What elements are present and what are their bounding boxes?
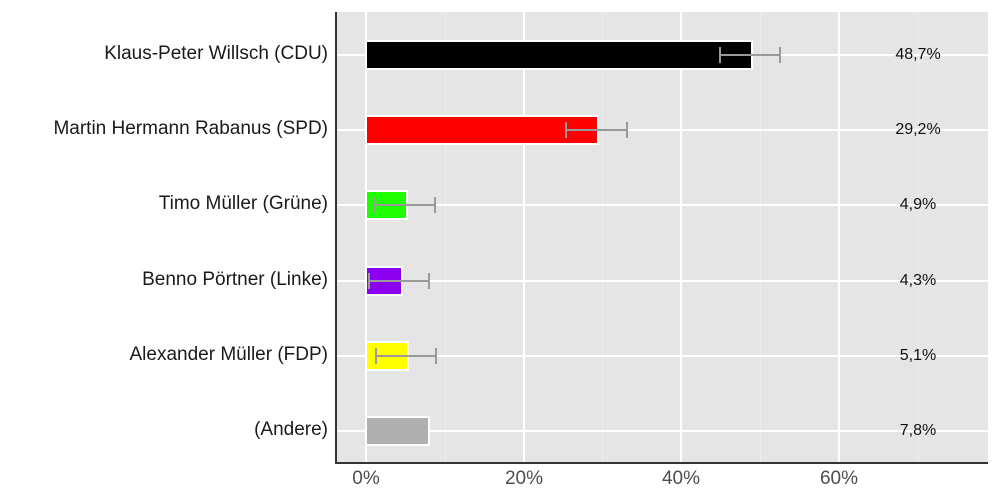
category-label: Klaus-Peter Willsch (CDU)	[104, 43, 328, 64]
major-gridline	[838, 12, 840, 463]
bar	[365, 40, 753, 70]
category-label: Alexander Müller (FDP)	[129, 344, 329, 365]
major-gridline	[680, 12, 682, 463]
error-bar	[374, 204, 435, 206]
x-tick-label: 60%	[819, 468, 859, 489]
error-bar-cap	[565, 122, 567, 138]
error-bar-cap	[428, 273, 430, 289]
category-gridline	[336, 204, 988, 206]
x-axis-line	[335, 462, 988, 464]
minor-gridline	[445, 12, 446, 463]
x-tick-label: 0%	[352, 468, 380, 489]
value-label: 5,1%	[899, 347, 937, 364]
error-bar-cap	[434, 197, 436, 213]
error-bar-cap	[779, 47, 781, 63]
category-gridline	[336, 129, 988, 131]
x-tick-label: 40%	[661, 468, 701, 489]
major-gridline	[523, 12, 525, 463]
y-axis-line	[335, 12, 337, 464]
error-bar-cap	[626, 122, 628, 138]
x-tick-label: 20%	[504, 468, 544, 489]
category-label: (Andere)	[254, 419, 328, 440]
value-label: 4,3%	[899, 272, 937, 289]
error-bar-cap	[368, 273, 370, 289]
bar	[365, 115, 599, 145]
value-label: 4,9%	[899, 196, 937, 213]
error-bar-cap	[375, 348, 377, 364]
bar	[365, 416, 430, 446]
category-gridline	[336, 355, 988, 357]
category-label: Timo Müller (Grüne)	[158, 193, 328, 214]
value-label: 29,2%	[895, 121, 941, 138]
error-bar	[369, 280, 429, 282]
error-bar	[376, 355, 436, 357]
category-label: Benno Pörtner (Linke)	[142, 269, 328, 290]
error-bar-cap	[373, 197, 375, 213]
minor-gridline	[602, 12, 603, 463]
minor-gridline	[918, 12, 919, 463]
plot-panel	[336, 12, 988, 463]
error-bar	[720, 54, 780, 56]
major-gridline	[365, 12, 367, 463]
error-bar-cap	[435, 348, 437, 364]
category-gridline	[336, 280, 988, 282]
category-label: Martin Hermann Rabanus (SPD)	[53, 118, 328, 139]
value-label: 48,7%	[895, 46, 941, 63]
error-bar	[566, 129, 627, 131]
value-label: 7,8%	[899, 422, 937, 439]
error-bar-cap	[719, 47, 721, 63]
category-gridline	[336, 430, 988, 432]
minor-gridline	[760, 12, 761, 463]
